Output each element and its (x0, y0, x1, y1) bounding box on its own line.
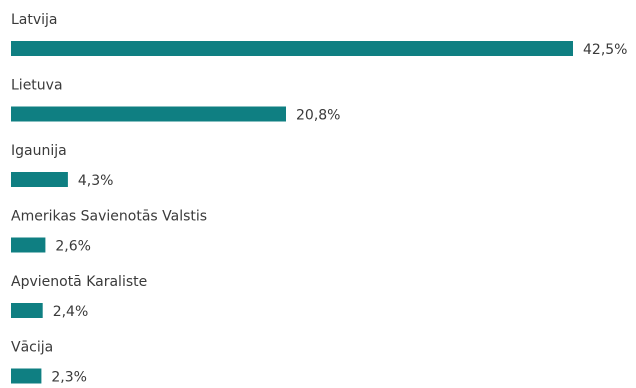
value-label: 2,4% (53, 304, 89, 320)
category-label: Lietuva (11, 78, 63, 94)
bar-row: Amerikas Savienotās Valstis 2,6% (11, 209, 207, 255)
value-label: 2,6% (55, 239, 91, 255)
value-label: 2,3% (51, 370, 87, 386)
bar-row: Igaunija 4,3% (11, 143, 113, 189)
category-label: Vācija (11, 340, 53, 356)
bar-row: Lietuva 20,8% (11, 78, 340, 124)
bar[interactable] (11, 368, 42, 384)
bar-row: Latvija 42,5% (11, 12, 627, 58)
value-label: 42,5% (583, 42, 627, 58)
category-label: Apvienotā Karaliste (11, 274, 147, 290)
bar[interactable] (11, 106, 286, 122)
bar-row: Vācija 2,3% (11, 340, 87, 386)
bar[interactable] (11, 172, 68, 187)
bar[interactable] (11, 303, 43, 318)
bar-row: Apvienotā Karaliste 2,4% (11, 274, 147, 320)
bar[interactable] (11, 41, 573, 56)
bar[interactable] (11, 237, 46, 253)
value-label: 4,3% (78, 173, 114, 189)
category-label: Amerikas Savienotās Valstis (11, 209, 207, 225)
value-label: 20,8% (296, 108, 340, 124)
category-label: Latvija (11, 12, 58, 28)
category-label: Igaunija (11, 143, 67, 159)
